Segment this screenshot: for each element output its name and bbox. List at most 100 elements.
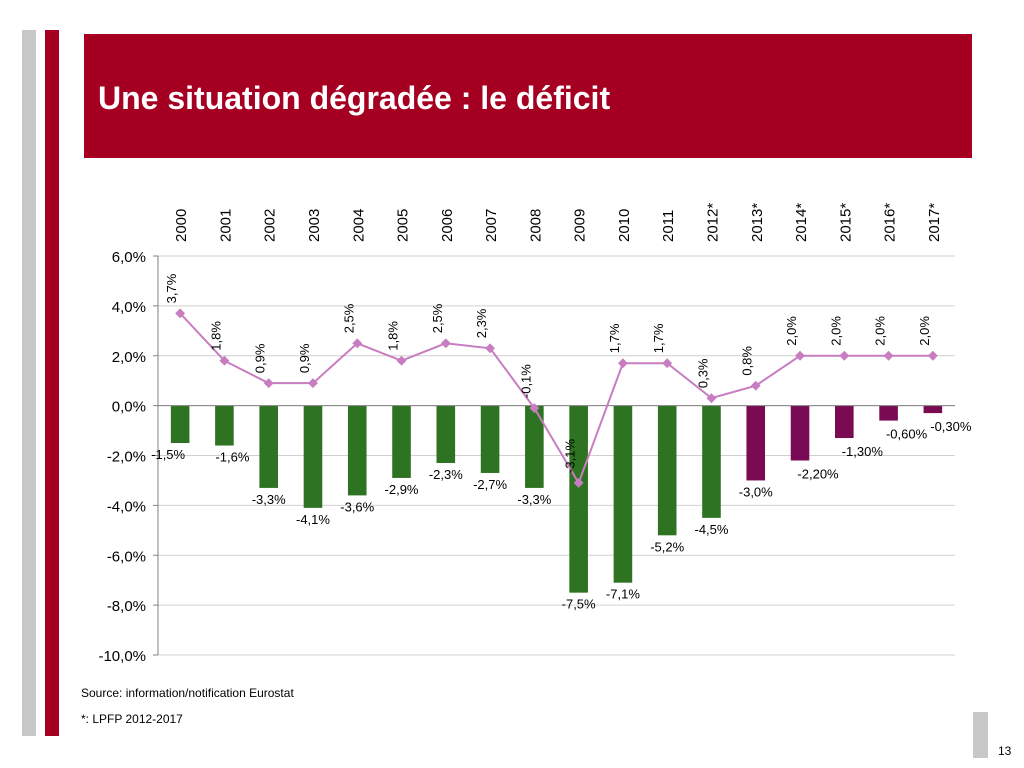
page-number: 13 (998, 744, 1012, 758)
y-tick-label: 0,0% (112, 399, 146, 416)
bar (835, 405, 854, 439)
bar-value-label: -3,0% (739, 484, 773, 499)
line-marker (263, 378, 274, 389)
line-value-label: 1,8% (208, 321, 223, 351)
line-marker (927, 350, 938, 361)
growth-line (179, 312, 933, 486)
x-tick-label: 2001 (217, 209, 234, 242)
line-marker (662, 358, 673, 369)
line-value-label: 0,9% (253, 343, 268, 373)
bar (259, 405, 278, 488)
x-tick-label: 2000 (173, 209, 190, 242)
bar-value-label: -1,5% (151, 447, 185, 462)
line-value-label: 2,0% (917, 316, 932, 346)
bar (525, 405, 544, 488)
source-note: Source: information/notification Eurosta… (81, 686, 294, 700)
slide-title: Une situation dégradée : le déficit (98, 80, 611, 116)
x-tick-label: 2013* (749, 203, 766, 242)
x-tick-label: 2017* (926, 203, 943, 242)
bar-value-label: -2,20% (797, 466, 839, 481)
bar-value-label: -2,7% (473, 477, 507, 492)
line-marker (706, 393, 717, 404)
line-marker (839, 350, 850, 361)
line-marker (175, 308, 186, 319)
bar-value-label: -1,30% (842, 444, 884, 459)
line-marker (308, 378, 318, 389)
bar-value-label: -7,5% (562, 597, 596, 612)
line-marker (219, 355, 230, 366)
bar (657, 405, 677, 536)
bar (392, 405, 411, 478)
x-tick-label: 2007 (483, 209, 500, 242)
x-tick-label: 2008 (527, 209, 544, 242)
y-tick-label: -4,0% (107, 498, 146, 515)
bar (480, 405, 500, 473)
x-tick-label: 2004 (350, 209, 367, 242)
line-marker (750, 380, 761, 391)
line-marker (396, 355, 407, 366)
bar-value-label: -1,6% (215, 450, 249, 465)
y-tick-label: -2,0% (107, 449, 146, 466)
x-tick-label: 2009 (572, 209, 589, 242)
x-tick-label: 2014* (793, 203, 810, 242)
bar-value-label: -3,6% (340, 499, 374, 514)
bar-value-label: -0,60% (886, 427, 928, 442)
bar (170, 405, 190, 444)
bar-value-label: -0,30% (930, 419, 972, 434)
bar-value-label: -3,3% (252, 492, 286, 507)
y-tick-label: -10,0% (98, 648, 146, 665)
line-marker (617, 358, 628, 369)
line-value-label: 2,3% (474, 308, 489, 338)
bar-value-label: -2,3% (429, 467, 463, 482)
bar (347, 405, 367, 496)
line-marker (440, 338, 451, 349)
line-value-label: 2,0% (828, 316, 843, 346)
x-tick-label: 2002 (262, 209, 279, 242)
lpfp-note: *: LPFP 2012-2017 (81, 712, 183, 726)
bar (702, 405, 721, 518)
bar-value-label: -5,2% (650, 539, 684, 554)
bar (569, 405, 588, 593)
bar (613, 405, 633, 583)
line-value-label: 0,3% (695, 358, 710, 388)
bar-value-label: -2,9% (385, 482, 419, 497)
line-marker (352, 338, 363, 349)
line-value-label: -0,1% (518, 364, 533, 398)
line-value-label: -3,1% (563, 439, 578, 473)
bar (215, 405, 234, 446)
line-value-label: 1,7% (607, 323, 622, 353)
bar-value-label: -4,1% (296, 512, 330, 527)
x-tick-label: 2010 (616, 209, 633, 242)
bar (303, 405, 323, 508)
bar (746, 405, 766, 481)
y-tick-label: 4,0% (112, 299, 146, 316)
line-value-label: 1,8% (386, 321, 401, 351)
line-marker (529, 403, 540, 414)
y-tick-label: -6,0% (107, 548, 146, 565)
line-value-label: 2,5% (430, 303, 445, 333)
line-value-label: 1,7% (651, 323, 666, 353)
line-marker (795, 350, 805, 361)
left-decor-bar-gray (22, 30, 36, 736)
x-tick-label: 2012* (704, 203, 721, 242)
line-value-label: 0,8% (740, 346, 755, 376)
x-tick-label: 2006 (439, 209, 456, 242)
bar-value-label: -3,3% (517, 492, 551, 507)
y-tick-label: -8,0% (107, 598, 146, 615)
line-value-label: 2,0% (784, 316, 799, 346)
bar (790, 405, 810, 461)
x-tick-label: 2016* (882, 203, 899, 242)
y-tick-label: 6,0% (112, 249, 146, 266)
x-tick-label: 2015* (837, 203, 854, 242)
bar (879, 405, 898, 421)
line-value-label: 2,5% (341, 303, 356, 333)
x-tick-label: 2005 (395, 209, 412, 242)
left-decor-bar-red (45, 30, 59, 736)
line-value-label: 0,9% (297, 343, 312, 373)
line-value-label: 2,0% (873, 316, 888, 346)
page-tab-decor (973, 712, 988, 758)
line-marker (573, 477, 584, 488)
line-marker (883, 350, 894, 361)
y-tick-label: 2,0% (112, 349, 146, 366)
